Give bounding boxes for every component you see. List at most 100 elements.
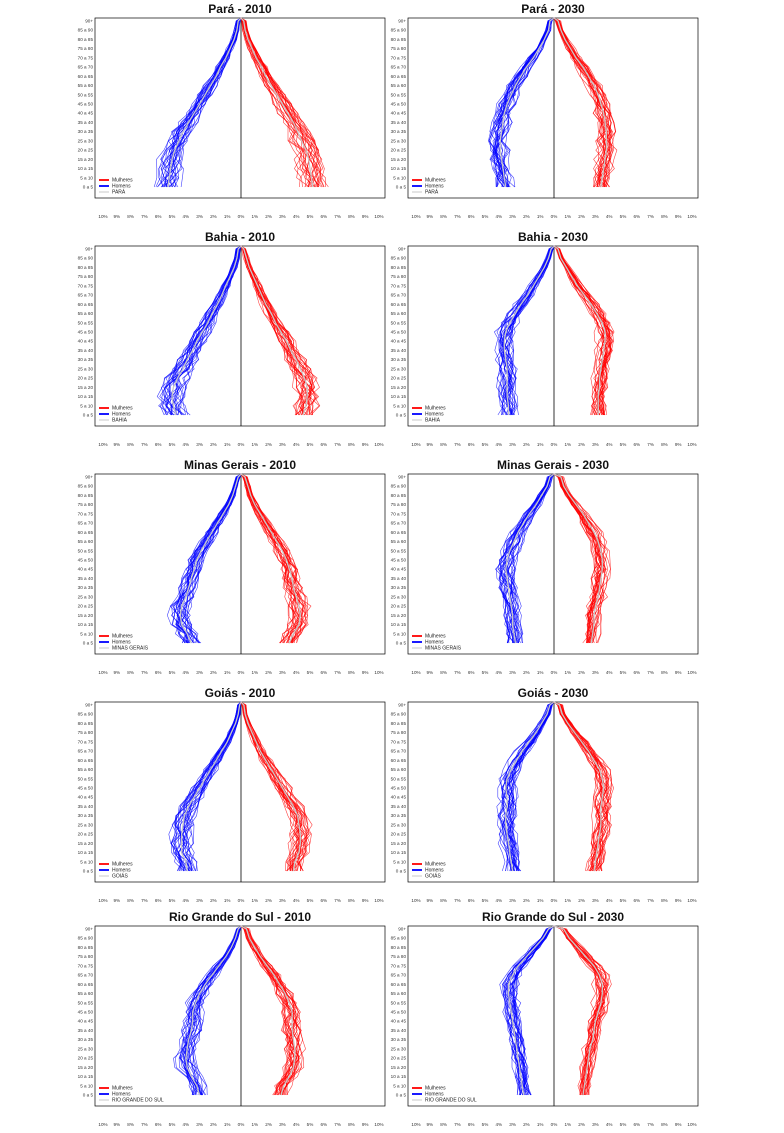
male-simulation-line bbox=[502, 245, 555, 416]
male-simulation-line bbox=[170, 701, 242, 872]
age-tick-label: 5 a 10 bbox=[393, 175, 406, 180]
x-tick-label: 7% bbox=[334, 670, 341, 675]
x-tick-label: 7% bbox=[454, 214, 461, 219]
x-tick-label: 10% bbox=[98, 1122, 107, 1127]
male-simulation-line bbox=[496, 701, 555, 872]
age-tick-label: 60 a 65 bbox=[391, 758, 407, 763]
age-tick-label: 35 a 40 bbox=[78, 348, 94, 353]
age-tick-label: 80 a 85 bbox=[78, 493, 94, 498]
age-tick-label: 25 a 30 bbox=[391, 366, 407, 371]
age-tick-label: 50 a 55 bbox=[391, 548, 407, 553]
age-tick-label: 10 a 15 bbox=[78, 1074, 94, 1079]
male-simulations bbox=[166, 473, 242, 644]
male-simulation-line bbox=[499, 473, 555, 644]
x-tick-label: 8% bbox=[127, 898, 134, 903]
female-simulation-line bbox=[240, 925, 292, 1096]
age-tick-label: 20 a 25 bbox=[78, 604, 94, 609]
age-tick-label: 45 a 50 bbox=[78, 558, 94, 563]
x-tick-label: 1% bbox=[251, 1122, 258, 1127]
x-tick-label: 6% bbox=[320, 442, 327, 447]
age-tick-label: 75 a 80 bbox=[391, 502, 407, 507]
age-tick-label: 35 a 40 bbox=[78, 120, 94, 125]
male-simulations bbox=[493, 245, 555, 416]
female-simulation-line bbox=[553, 245, 607, 416]
x-tick-label: 6% bbox=[155, 898, 162, 903]
x-tick-label: 10% bbox=[374, 214, 383, 219]
male-median-line bbox=[171, 245, 242, 416]
x-tick-label: 4% bbox=[293, 898, 300, 903]
age-tick-label: 40 a 45 bbox=[78, 795, 94, 800]
female-simulations bbox=[240, 17, 329, 188]
x-tick-label: 8% bbox=[348, 670, 355, 675]
male-simulation-line bbox=[508, 701, 555, 872]
male-simulation-line bbox=[488, 17, 555, 188]
x-tick-label: 5% bbox=[307, 442, 314, 447]
female-simulation-line bbox=[240, 245, 318, 416]
chart-title: Goiás - 2010 bbox=[205, 686, 276, 700]
age-tick-label: 15 a 20 bbox=[391, 841, 407, 846]
chart-title: Minas Gerais - 2030 bbox=[497, 458, 609, 472]
female-simulation-line bbox=[553, 473, 607, 644]
x-tick-label: 1% bbox=[224, 214, 231, 219]
age-tick-label: 20 a 25 bbox=[391, 376, 407, 381]
male-median-line bbox=[167, 17, 242, 188]
plot-frame bbox=[94, 245, 386, 427]
pyramid-panel: Minas Gerais - 2010 0 a 5 5 a 10 10 a 15 15 … bbox=[78, 456, 386, 681]
x-tick-label: 1% bbox=[564, 442, 571, 447]
age-tick-label: 25 a 30 bbox=[391, 1046, 407, 1051]
male-median-line bbox=[185, 925, 242, 1096]
age-tick-label: 60 a 65 bbox=[78, 530, 94, 535]
age-tick-label: 5 a 10 bbox=[393, 1083, 406, 1088]
legend-label-male: Homens bbox=[112, 640, 131, 646]
x-tick-label: 4% bbox=[182, 898, 189, 903]
female-simulation-line bbox=[240, 245, 307, 416]
male-simulation-line bbox=[184, 925, 242, 1096]
age-tick-label: 30 a 35 bbox=[78, 1037, 94, 1042]
male-simulation-line bbox=[510, 245, 555, 416]
age-tick-label: 90+ bbox=[85, 703, 93, 708]
age-tick-label: 30 a 35 bbox=[78, 357, 94, 362]
x-tick-label: 4% bbox=[182, 442, 189, 447]
x-tick-label: 8% bbox=[348, 442, 355, 447]
male-simulation-line bbox=[172, 701, 242, 872]
age-tick-label: 25 a 30 bbox=[78, 366, 94, 371]
x-tick-label: 9% bbox=[426, 442, 433, 447]
age-tick-label: 5 a 10 bbox=[80, 1083, 93, 1088]
x-tick-label: 3% bbox=[279, 1122, 286, 1127]
male-simulation-line bbox=[155, 17, 242, 188]
female-median-line bbox=[553, 701, 605, 872]
x-tick-label: 0% bbox=[238, 898, 245, 903]
pyramid-panel: Goiás - 2010 0 a 5 5 a 10 10 a 15 15 a 20 20 … bbox=[78, 684, 386, 909]
age-tick-label: 90+ bbox=[85, 927, 93, 932]
x-tick-label: 8% bbox=[348, 1122, 355, 1127]
age-tick-label: 30 a 35 bbox=[78, 585, 94, 590]
x-tick-label: 10% bbox=[687, 1122, 696, 1127]
age-tick-label: 25 a 30 bbox=[78, 594, 94, 599]
x-tick-label: 10% bbox=[98, 670, 107, 675]
age-tick-label: 15 a 20 bbox=[78, 385, 94, 390]
age-tick-label: 50 a 55 bbox=[391, 776, 407, 781]
age-tick-label: 55 a 60 bbox=[391, 311, 407, 316]
male-simulation-line bbox=[492, 17, 555, 188]
x-tick-label: 4% bbox=[606, 442, 613, 447]
age-tick-label: 0 a 5 bbox=[83, 641, 94, 646]
male-simulation-line bbox=[180, 473, 242, 644]
pyramid-chart: Pará - 2010 0 a 5 5 a 10 10 a 15 15 a 20 20 a… bbox=[78, 2, 386, 219]
female-simulation-line bbox=[553, 17, 612, 188]
age-tick-label: 75 a 80 bbox=[391, 274, 407, 279]
pyramid-panel: Pará - 2010 0 a 5 5 a 10 10 a 15 15 a 20 20 a… bbox=[78, 0, 386, 225]
male-simulation-line bbox=[503, 17, 555, 188]
female-median-line bbox=[240, 17, 314, 188]
female-simulation-line bbox=[553, 17, 603, 188]
x-tick-label: 2% bbox=[265, 1122, 272, 1127]
x-tick-label: 3% bbox=[592, 1122, 599, 1127]
x-tick-label: 4% bbox=[495, 214, 502, 219]
pyramid-panel: Bahia - 2030 0 a 5 5 a 10 10 a 15 15 a 20 20 … bbox=[391, 228, 699, 453]
age-tick-label: 55 a 60 bbox=[78, 991, 94, 996]
female-simulation-line bbox=[553, 925, 606, 1096]
age-tick-label: 80 a 85 bbox=[78, 721, 94, 726]
male-simulation-line bbox=[181, 245, 242, 416]
